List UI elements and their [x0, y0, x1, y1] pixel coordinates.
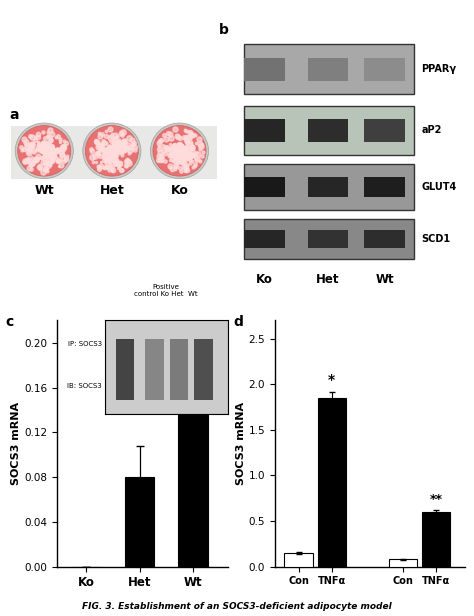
- FancyBboxPatch shape: [244, 230, 285, 248]
- FancyBboxPatch shape: [244, 44, 414, 94]
- Text: Wt: Wt: [375, 273, 394, 286]
- FancyBboxPatch shape: [244, 120, 285, 142]
- Text: Het: Het: [100, 184, 124, 197]
- Text: a: a: [9, 108, 19, 122]
- Text: aP2: aP2: [421, 126, 442, 136]
- FancyBboxPatch shape: [244, 219, 414, 259]
- FancyBboxPatch shape: [308, 59, 348, 81]
- Ellipse shape: [150, 123, 209, 179]
- FancyBboxPatch shape: [365, 177, 405, 197]
- Text: PPARγ: PPARγ: [421, 64, 456, 75]
- Bar: [125, 477, 154, 567]
- Text: b: b: [219, 23, 228, 37]
- Bar: [422, 512, 450, 567]
- Text: Het: Het: [316, 273, 340, 286]
- Text: Wt: Wt: [35, 184, 54, 197]
- Text: *: *: [189, 347, 197, 362]
- FancyBboxPatch shape: [365, 230, 405, 248]
- FancyBboxPatch shape: [308, 120, 348, 142]
- FancyBboxPatch shape: [244, 59, 285, 81]
- Bar: [389, 559, 417, 567]
- FancyBboxPatch shape: [244, 164, 414, 209]
- FancyBboxPatch shape: [308, 230, 348, 248]
- Y-axis label: SOCS3 mRNA: SOCS3 mRNA: [11, 402, 21, 485]
- Bar: [318, 398, 346, 567]
- Ellipse shape: [15, 123, 73, 179]
- FancyBboxPatch shape: [365, 120, 405, 142]
- Text: c: c: [6, 315, 14, 330]
- FancyBboxPatch shape: [365, 59, 405, 81]
- FancyBboxPatch shape: [308, 177, 348, 197]
- Bar: [178, 389, 208, 567]
- Y-axis label: SOCS3 mRNA: SOCS3 mRNA: [236, 402, 246, 485]
- Bar: [284, 553, 313, 567]
- FancyBboxPatch shape: [244, 177, 285, 197]
- Text: SCD1: SCD1: [421, 234, 450, 244]
- Text: GLUT4: GLUT4: [421, 182, 456, 192]
- Ellipse shape: [85, 126, 138, 176]
- FancyBboxPatch shape: [11, 126, 217, 179]
- Ellipse shape: [83, 123, 141, 179]
- Text: Ko: Ko: [171, 184, 189, 197]
- Text: d: d: [233, 315, 243, 330]
- Text: Ko: Ko: [256, 273, 273, 286]
- Text: FIG. 3. Establishment of an SOCS3-deficient adipocyte model: FIG. 3. Establishment of an SOCS3-defici…: [82, 602, 392, 611]
- Ellipse shape: [153, 126, 206, 176]
- Text: *: *: [328, 373, 336, 387]
- Ellipse shape: [18, 126, 71, 176]
- Text: **: **: [429, 493, 443, 506]
- FancyBboxPatch shape: [244, 105, 414, 155]
